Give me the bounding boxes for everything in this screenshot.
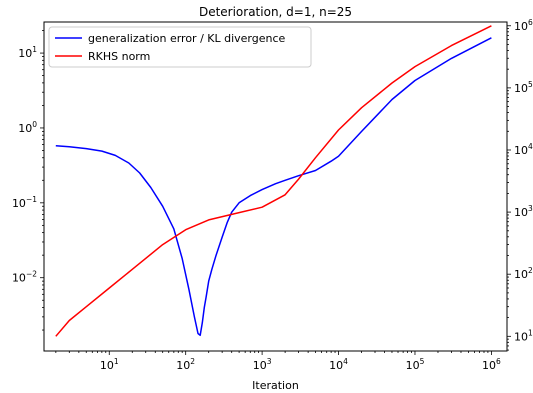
y-tick-label: 10−2 [12,270,37,285]
x-tick-label: 101 [100,357,119,372]
legend-box [48,26,312,68]
x-tick-label: 104 [329,357,348,372]
x-tick-label: 102 [176,357,195,372]
axis-layer: 101 102 103 104 105 106 101 100 10−1 10−2 106 105 10… [12,18,533,372]
series-line-1 [55,25,492,337]
series-line-0 [55,37,492,337]
y-tick-label: 10−1 [12,195,37,210]
x-tick-label: 105 [406,357,425,372]
y2-tick-label: 102 [514,266,533,281]
x-tick-label: 106 [482,357,501,372]
y-tick-label: 101 [18,45,37,60]
series-layer [55,25,492,337]
y2-tick-label: 104 [514,142,533,157]
legend: generalization error / KL divergence RKH… [48,26,312,68]
legend-label-generalization-error: generalization error / KL divergence [88,32,286,45]
y2-tick-label: 103 [514,204,533,219]
x-tick-label: 103 [253,357,272,372]
y2-tick-label: 101 [514,328,533,343]
chart-title: Deterioration, d=1, n=25 [199,5,352,19]
y2-tick-label: 106 [514,18,533,33]
y-tick-label: 100 [18,120,37,135]
x-axis-label: Iteration [252,379,299,392]
plot-area [43,21,508,352]
y2-tick-label: 105 [514,80,533,95]
legend-label-rkhs-norm: RKHS norm [88,50,150,63]
